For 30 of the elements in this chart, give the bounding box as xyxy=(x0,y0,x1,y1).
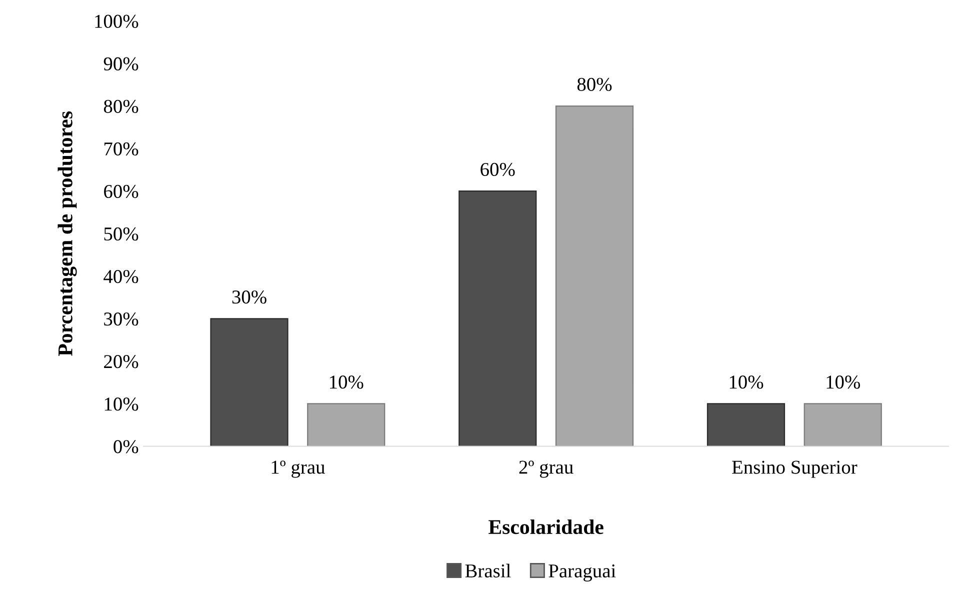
y-tick-label: 30% xyxy=(104,312,138,326)
x-tick-label: 2º grau xyxy=(519,460,574,478)
bar xyxy=(210,318,288,446)
y-tick-label: 50% xyxy=(104,227,138,241)
bar xyxy=(804,403,882,446)
y-tick-label: 60% xyxy=(104,184,138,198)
y-tick-label: 70% xyxy=(104,142,138,156)
y-tick-label: 20% xyxy=(104,355,138,368)
data-label: 10% xyxy=(730,376,764,389)
legend-label: Brasil xyxy=(465,564,511,578)
data-label: 60% xyxy=(480,162,515,176)
y-tick-label: 80% xyxy=(104,100,138,114)
y-tick-label: 0% xyxy=(114,440,138,454)
y-tick-label: 90% xyxy=(104,57,138,70)
data-label: 30% xyxy=(232,290,266,304)
legend-label: Paraguai xyxy=(548,564,616,582)
bar xyxy=(706,403,786,446)
x-tick-label: Ensino Superior xyxy=(732,460,858,478)
data-label: 10% xyxy=(826,376,860,389)
bar xyxy=(458,190,537,446)
y-axis-title: Porcentagem de produtores xyxy=(58,111,77,356)
y-tick-label: 100% xyxy=(95,14,138,28)
bar xyxy=(555,105,634,446)
x-tick-label: 1º grau xyxy=(272,460,325,478)
y-tick-label: 10% xyxy=(104,398,138,411)
y-tick-label: 40% xyxy=(104,270,138,284)
bar xyxy=(307,403,386,446)
data-label: 80% xyxy=(577,78,612,92)
x-axis-title: Escolaridade xyxy=(488,519,604,534)
data-label: 10% xyxy=(330,376,364,389)
